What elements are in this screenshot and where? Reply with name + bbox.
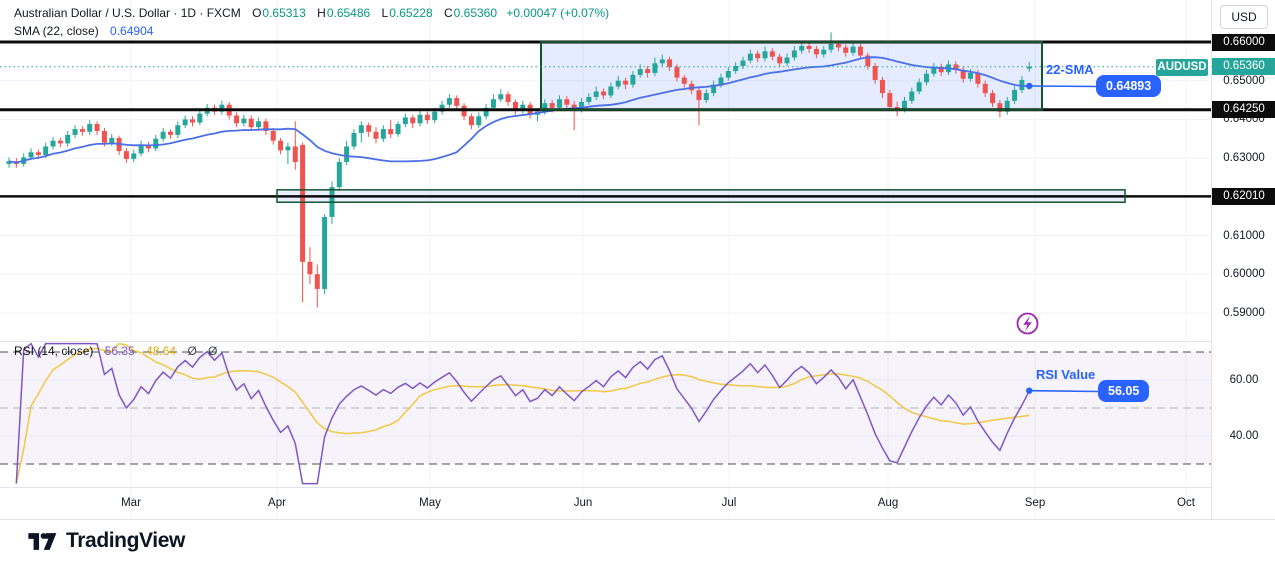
sma-line[interactable] — [8, 56, 1030, 164]
change-value: +0.00047 (+0.07%) — [506, 6, 610, 20]
price-axis[interactable]: USD 0.65000 0.64000 0.63000 0.61000 0.60000 0… — [1211, 0, 1275, 519]
rsi-ma-value: 48.64 — [146, 344, 177, 358]
rsi-band — [0, 351, 1211, 465]
symbol-price-flag: AUDUSD — [1156, 59, 1208, 76]
currency-toggle-button[interactable]: USD — [1220, 5, 1268, 29]
tradingview-logo[interactable]: TradingView — [28, 529, 185, 553]
rsi-plot — [15, 342, 1030, 485]
close-label: C — [443, 6, 453, 20]
price-axis-label: 0.61000 — [1223, 229, 1265, 242]
price-axis-label: 40.00 — [1229, 430, 1259, 442]
rsi-empty-set-icon: Ø — [208, 344, 218, 358]
rsi-callout-label[interactable]: RSI Value — [1036, 367, 1096, 382]
price-axis-badge: 0.65360 — [1212, 58, 1275, 76]
rsi-value-badge[interactable]: 56.05 — [1098, 380, 1150, 402]
high-value: 0.65486 — [326, 6, 371, 20]
sma-indicator-value: 0.64904 — [110, 24, 154, 38]
time-axis-label: May — [419, 497, 441, 509]
sma-indicator-row: SMA (22, close) 0.64904 — [14, 22, 609, 40]
open-label: O — [252, 6, 262, 20]
rsi-line — [15, 342, 1030, 485]
sma-indicator-name[interactable]: SMA (22, close) — [14, 24, 99, 38]
rsi-empty-set-icon: Ø — [187, 344, 197, 358]
chart-legend: Australian Dollar / U.S. Dollar · 1D · F… — [14, 4, 609, 40]
price-axis-badge: 0.64250 — [1212, 101, 1275, 119]
price-axis-badge: 0.66000 — [1212, 33, 1275, 51]
price-axis-label: 0.59000 — [1223, 306, 1265, 319]
time-axis[interactable]: Mar Apr May Jun Jul Aug Sep Oct — [0, 495, 1211, 515]
lightning-marker-icon[interactable] — [1016, 312, 1039, 335]
time-axis-label: Jun — [573, 497, 593, 509]
low-label: L — [381, 6, 389, 20]
chart-canvas[interactable] — [0, 0, 1211, 520]
rsi-legend: RSI (14, close) 56.35 48.64 Ø Ø — [14, 344, 217, 358]
time-axis-label: Apr — [268, 497, 286, 509]
time-axis-label: Mar — [121, 497, 141, 509]
time-axis-label: Sep — [1024, 497, 1046, 509]
gridlines — [0, 0, 1211, 519]
price-axis-label: 0.63000 — [1223, 152, 1265, 165]
time-axis-separator — [0, 487, 1275, 488]
open-value: 0.65313 — [262, 6, 306, 20]
rsi-indicator-value: 56.35 — [104, 344, 135, 358]
low-value: 0.65228 — [389, 6, 433, 20]
chart-bottom-border — [0, 519, 1275, 520]
price-axis-label: 0.65000 — [1223, 74, 1265, 87]
close-value: 0.65360 — [453, 6, 498, 20]
rsi-indicator-name[interactable]: RSI (14, close) — [14, 344, 94, 358]
sma-callout-label[interactable]: 22-SMA — [1046, 62, 1094, 77]
symbol-title[interactable]: Australian Dollar / U.S. Dollar · 1D · F… — [14, 6, 241, 20]
price-axis-label: 0.60000 — [1223, 268, 1265, 281]
symbol-header-row: Australian Dollar / U.S. Dollar · 1D · F… — [14, 4, 609, 22]
sma-callout[interactable] — [1026, 82, 1097, 90]
price-axis-badge: 0.62010 — [1212, 187, 1275, 205]
tradingview-logo-text: TradingView — [66, 529, 185, 552]
time-axis-label: Oct — [1177, 497, 1195, 509]
tradingview-logo-mark — [28, 532, 57, 550]
time-axis-label: Aug — [877, 497, 899, 509]
price-axis-label: 60.00 — [1229, 374, 1259, 386]
rsi-ma-line — [15, 342, 1030, 484]
high-label: H — [317, 6, 326, 20]
sma-value-badge[interactable]: 0.64893 — [1096, 75, 1162, 97]
pane-separator[interactable] — [0, 341, 1275, 342]
highlight-box-borders[interactable] — [276, 41, 1126, 203]
rsi-callout[interactable] — [1026, 387, 1099, 394]
time-axis-label: Jul — [721, 497, 737, 509]
